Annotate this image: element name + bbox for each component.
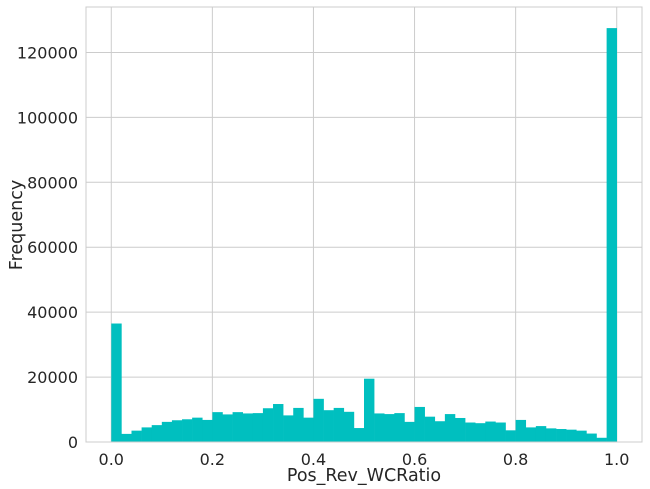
plot-background xyxy=(86,7,642,442)
histogram-bar xyxy=(313,398,324,442)
y-tick-label: 120000 xyxy=(17,43,78,62)
histogram-bar xyxy=(161,421,173,442)
histogram-bar xyxy=(192,417,203,442)
histogram-bar xyxy=(273,404,284,442)
y-tick-label: 40000 xyxy=(27,303,78,322)
histogram-bar xyxy=(303,417,314,442)
histogram-bar xyxy=(454,417,466,442)
histogram-bar xyxy=(434,421,446,442)
histogram-bar xyxy=(232,412,243,442)
histogram-bar xyxy=(212,412,223,442)
histogram-bar xyxy=(556,429,567,442)
histogram-bar xyxy=(151,425,163,442)
histogram-bar xyxy=(586,433,597,442)
histogram-bar xyxy=(141,427,153,442)
x-tick-labels: 0.0 0.2 0.4 0.6 0.8 1.0 xyxy=(99,450,630,469)
x-tick-label: 0.6 xyxy=(402,450,427,469)
histogram-bar xyxy=(222,414,233,442)
histogram-bar xyxy=(333,407,345,442)
histogram-bar xyxy=(323,410,334,442)
histogram-bar xyxy=(262,408,274,442)
y-tick-label: 60000 xyxy=(27,238,78,257)
histogram-bar xyxy=(535,426,547,442)
histogram-bar xyxy=(343,411,355,442)
histogram-bar xyxy=(576,430,587,442)
histogram-bar xyxy=(171,420,183,442)
histogram-bar xyxy=(495,422,506,442)
histogram-bar xyxy=(384,414,395,442)
x-tick-label: 0.0 xyxy=(99,450,124,469)
x-tick-label: 1.0 xyxy=(604,450,629,469)
histogram-bar xyxy=(404,421,415,442)
histogram-bar xyxy=(111,323,122,442)
histogram-bar xyxy=(394,413,405,442)
y-tick-labels: 0 20000 40000 60000 80000 100000 120000 xyxy=(17,43,78,452)
histogram-bar xyxy=(414,406,425,442)
x-axis-label: Pos_Rev_WCRatio xyxy=(287,466,441,486)
histogram-bar xyxy=(485,421,496,442)
y-tick-label: 0 xyxy=(68,433,78,452)
histogram-bar xyxy=(121,433,132,442)
x-tick-label: 0.2 xyxy=(200,450,225,469)
histogram-bar xyxy=(364,378,375,442)
histogram-bar xyxy=(131,430,142,442)
histogram-bar xyxy=(475,423,486,442)
histogram-bar xyxy=(606,28,618,443)
histogram-bar xyxy=(374,413,385,442)
histogram-bars xyxy=(111,28,618,443)
x-tick-label: 0.4 xyxy=(301,450,326,469)
histogram-bar xyxy=(283,415,294,442)
y-tick-label: 100000 xyxy=(17,108,78,127)
histogram-bar xyxy=(424,416,436,442)
histogram-bar xyxy=(465,422,476,442)
histogram-bar xyxy=(505,430,516,442)
histogram-bar xyxy=(353,428,365,442)
histogram-bar xyxy=(202,419,213,442)
histogram-bar xyxy=(182,419,193,442)
histogram-bar xyxy=(596,437,607,442)
histogram-bar xyxy=(242,413,254,442)
histogram-bar xyxy=(293,407,304,442)
histogram-bar xyxy=(525,427,537,442)
y-tick-label: 20000 xyxy=(27,368,78,387)
y-tick-label: 80000 xyxy=(27,173,78,192)
plot-frame xyxy=(85,6,643,443)
histogram-bar xyxy=(444,414,456,442)
histogram-bar xyxy=(566,429,577,442)
histogram-bar xyxy=(515,419,527,442)
histogram-bar xyxy=(252,413,264,442)
grid-lines xyxy=(86,7,642,443)
x-tick-label: 0.8 xyxy=(503,450,528,469)
histogram-bar xyxy=(545,428,557,442)
y-axis-label: Frequency xyxy=(7,180,27,270)
